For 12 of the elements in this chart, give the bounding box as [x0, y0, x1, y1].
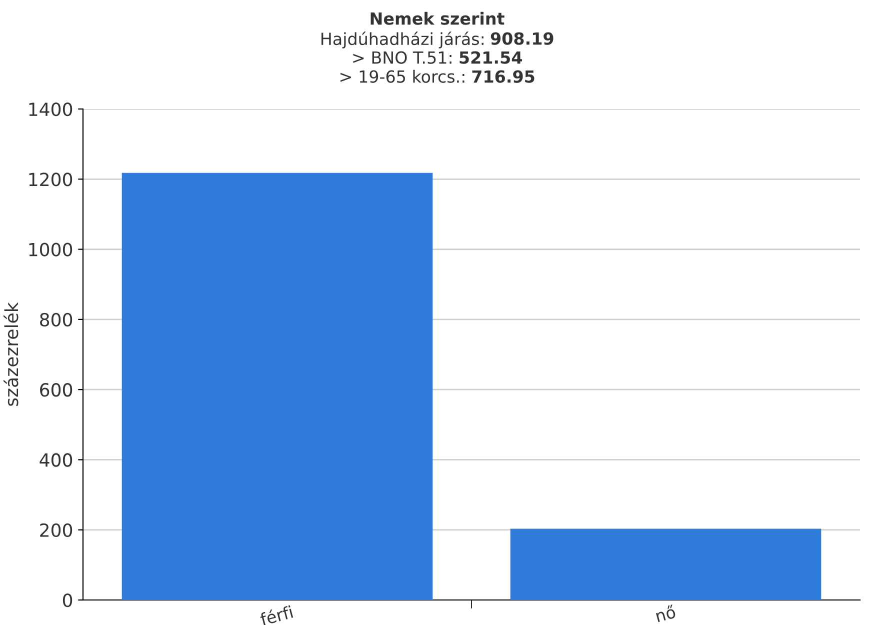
- y-tick-label: 1000: [29, 242, 72, 256]
- y-axis-title: százezrelék: [4, 302, 18, 406]
- y-tick-label: 1400: [29, 102, 72, 116]
- text: Hajdúhadházi járás: 908.19 > BNO T.51: 521.54 > 19-65 korcs.: 716.95: [322, 32, 554, 83]
- y-tick-label: 800: [40, 312, 72, 327]
- y-tick-label: 1200: [29, 172, 72, 186]
- y-tick-label: 600: [40, 383, 72, 397]
- y-tick-label: 0: [62, 593, 72, 608]
- chart-title: Nemek szerint: [370, 12, 504, 25]
- y-tick-label: 400: [40, 453, 72, 467]
- y-tick-label: 200: [40, 523, 72, 537]
- x-tick-label: nő: [654, 604, 676, 622]
